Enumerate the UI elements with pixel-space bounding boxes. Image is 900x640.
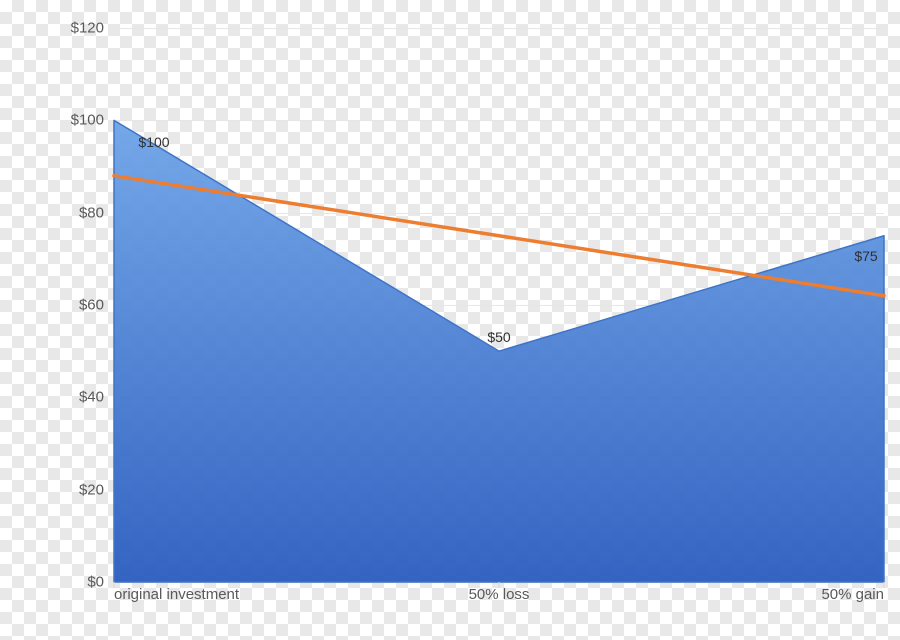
y-tick-label: $20 bbox=[79, 481, 104, 498]
data-label: $100 bbox=[138, 134, 169, 150]
y-tick-label: $100 bbox=[71, 112, 104, 129]
x-tick-label: 50% gain bbox=[821, 586, 884, 603]
area-series bbox=[114, 120, 884, 582]
chart-svg bbox=[114, 28, 884, 582]
x-axis: original investment 50% loss 50% gain bbox=[114, 582, 884, 640]
y-axis: $0$20$40$60$80$100$120 bbox=[0, 28, 104, 582]
x-tick-label: original investment bbox=[114, 586, 239, 603]
data-label: $50 bbox=[487, 329, 510, 345]
y-tick-label: $40 bbox=[79, 389, 104, 406]
y-tick-label: $80 bbox=[79, 204, 104, 221]
y-tick-label: $120 bbox=[71, 20, 104, 37]
y-tick-label: $0 bbox=[87, 574, 104, 591]
x-tick-label: 50% loss bbox=[469, 586, 530, 603]
data-label: $75 bbox=[854, 248, 877, 264]
y-tick-label: $60 bbox=[79, 297, 104, 314]
plot-area: $100 $50 $75 bbox=[114, 28, 884, 582]
